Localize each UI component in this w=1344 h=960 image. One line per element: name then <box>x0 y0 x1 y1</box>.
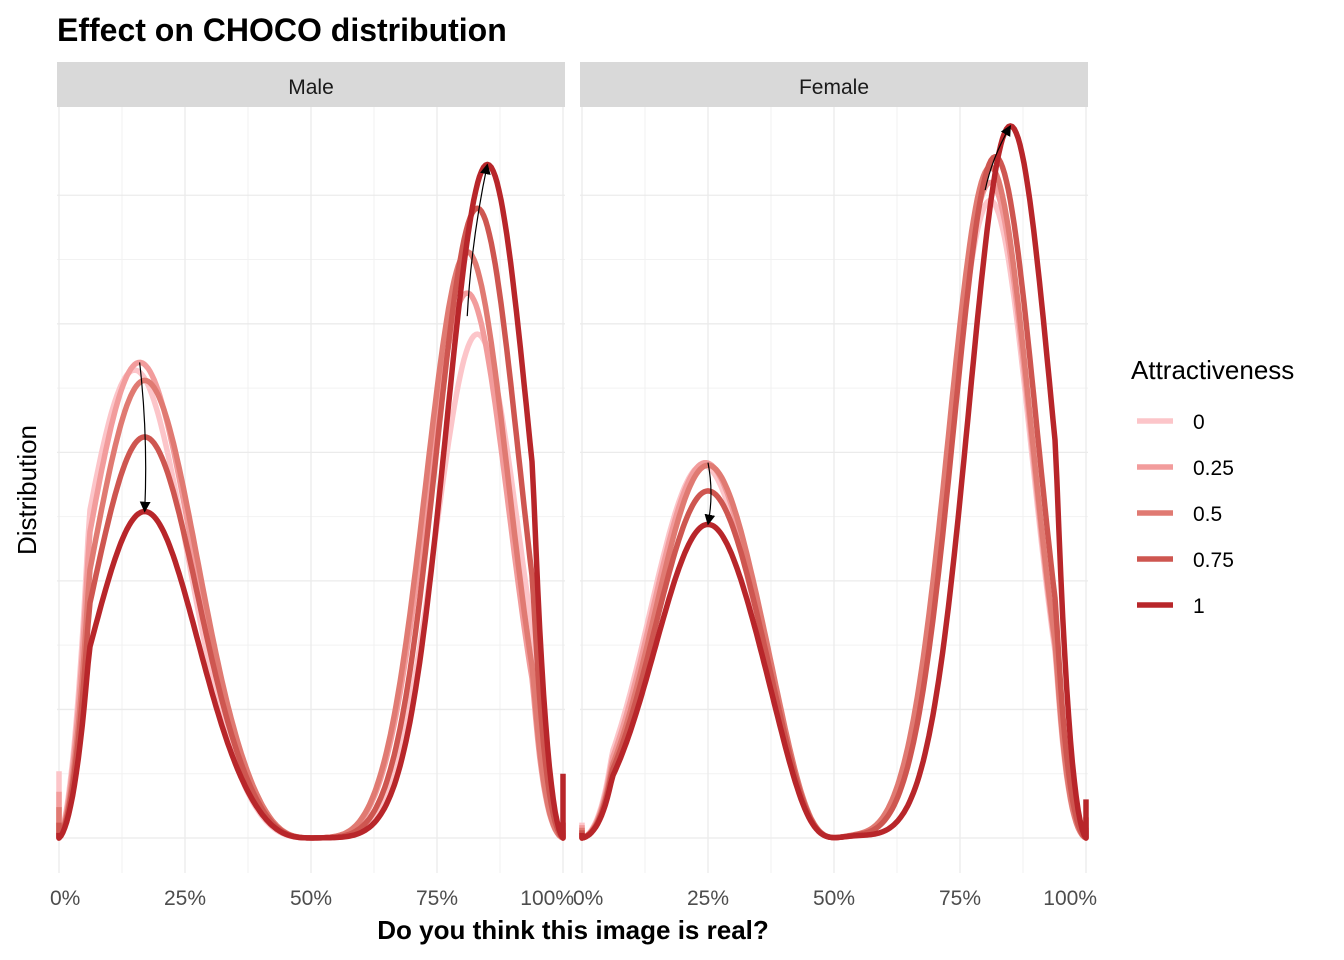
legend-label: 0.25 <box>1193 457 1234 480</box>
facet-strip-label: Male <box>288 76 334 99</box>
x-tick-label: 50% <box>290 887 332 910</box>
effect-arrow <box>704 462 716 526</box>
x-tick-label: 50% <box>813 887 855 910</box>
facet-strip <box>57 62 565 107</box>
chart-title: Effect on CHOCO distribution <box>57 12 507 48</box>
x-tick-label: 100% <box>1043 887 1097 910</box>
legend-title: Attractiveness <box>1131 355 1294 385</box>
x-tick-label: 25% <box>164 887 206 910</box>
y-axis-title: Distribution <box>12 425 42 555</box>
facet-panels: Male 0% 25% 50% 75% 100% Female 0% 25% 50% 75% 100% <box>50 62 1097 910</box>
legend-label: 0 <box>1193 411 1205 434</box>
panel-female: Female 0% 25% 50% 75% 100% <box>573 62 1097 910</box>
effect-arrow <box>466 163 491 317</box>
facet-strip-label: Female <box>799 76 869 99</box>
legend-entry: 0 <box>1137 411 1205 434</box>
effect-arrow <box>984 124 1011 191</box>
legend-label: 1 <box>1193 595 1205 618</box>
legend-label: 0.5 <box>1193 503 1222 526</box>
effect-arrow <box>139 362 151 513</box>
x-tick-label: 0% <box>50 887 80 910</box>
legend-entry: 0.5 <box>1137 503 1222 526</box>
x-tick-label: 0% <box>573 887 603 910</box>
legend-entry: 0.25 <box>1137 457 1234 480</box>
x-tick-label: 75% <box>939 887 981 910</box>
x-tick-label: 75% <box>416 887 458 910</box>
legend-label: 0.75 <box>1193 549 1234 572</box>
facet-strip <box>580 62 1088 107</box>
legend-entry: 0.75 <box>1137 549 1234 572</box>
x-tick-label: 100% <box>520 887 574 910</box>
x-tick-label: 25% <box>687 887 729 910</box>
panel-male: Male 0% 25% 50% 75% 100% <box>50 62 574 910</box>
legend-entry: 1 <box>1137 595 1205 618</box>
x-axis-title: Do you think this image is real? <box>377 915 769 945</box>
legend: Attractiveness 0 0.25 0.5 0.75 1 <box>1131 355 1294 618</box>
